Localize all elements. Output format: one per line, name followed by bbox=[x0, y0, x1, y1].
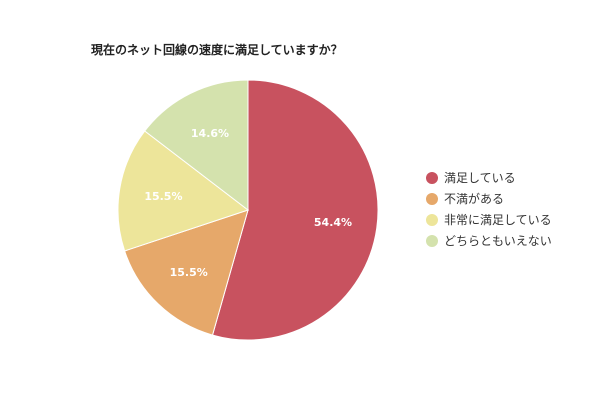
chart-title: 現在のネット回線の速度に満足していますか？ bbox=[91, 42, 343, 57]
pie-slice-1 bbox=[123, 209, 249, 336]
legend-marker-3 bbox=[426, 235, 438, 247]
legend-label-0: 満足している bbox=[444, 171, 516, 185]
slice-value-label-0: 54.4% bbox=[314, 216, 352, 229]
pie-slice-labels: 54.4% 15.5% 15.5% 14.6% bbox=[144, 127, 352, 279]
slice-value-label-1: 15.5% bbox=[170, 266, 208, 279]
slice-value-label-2: 15.5% bbox=[144, 190, 182, 203]
legend-label-3: どちらともいえない bbox=[444, 234, 552, 248]
legend-label-1: 不満がある bbox=[444, 191, 504, 206]
legend-marker-0 bbox=[426, 172, 438, 184]
legend-marker-2 bbox=[426, 214, 438, 226]
slice-value-label-3: 14.6% bbox=[191, 127, 229, 140]
pie-slice-3 bbox=[144, 79, 249, 212]
pie-slices bbox=[117, 79, 379, 341]
legend-label-2: 非常に満足している bbox=[444, 213, 552, 227]
pie-slice-2 bbox=[117, 130, 250, 252]
legend-marker-1 bbox=[426, 193, 438, 205]
pie-slice-0 bbox=[211, 79, 379, 341]
